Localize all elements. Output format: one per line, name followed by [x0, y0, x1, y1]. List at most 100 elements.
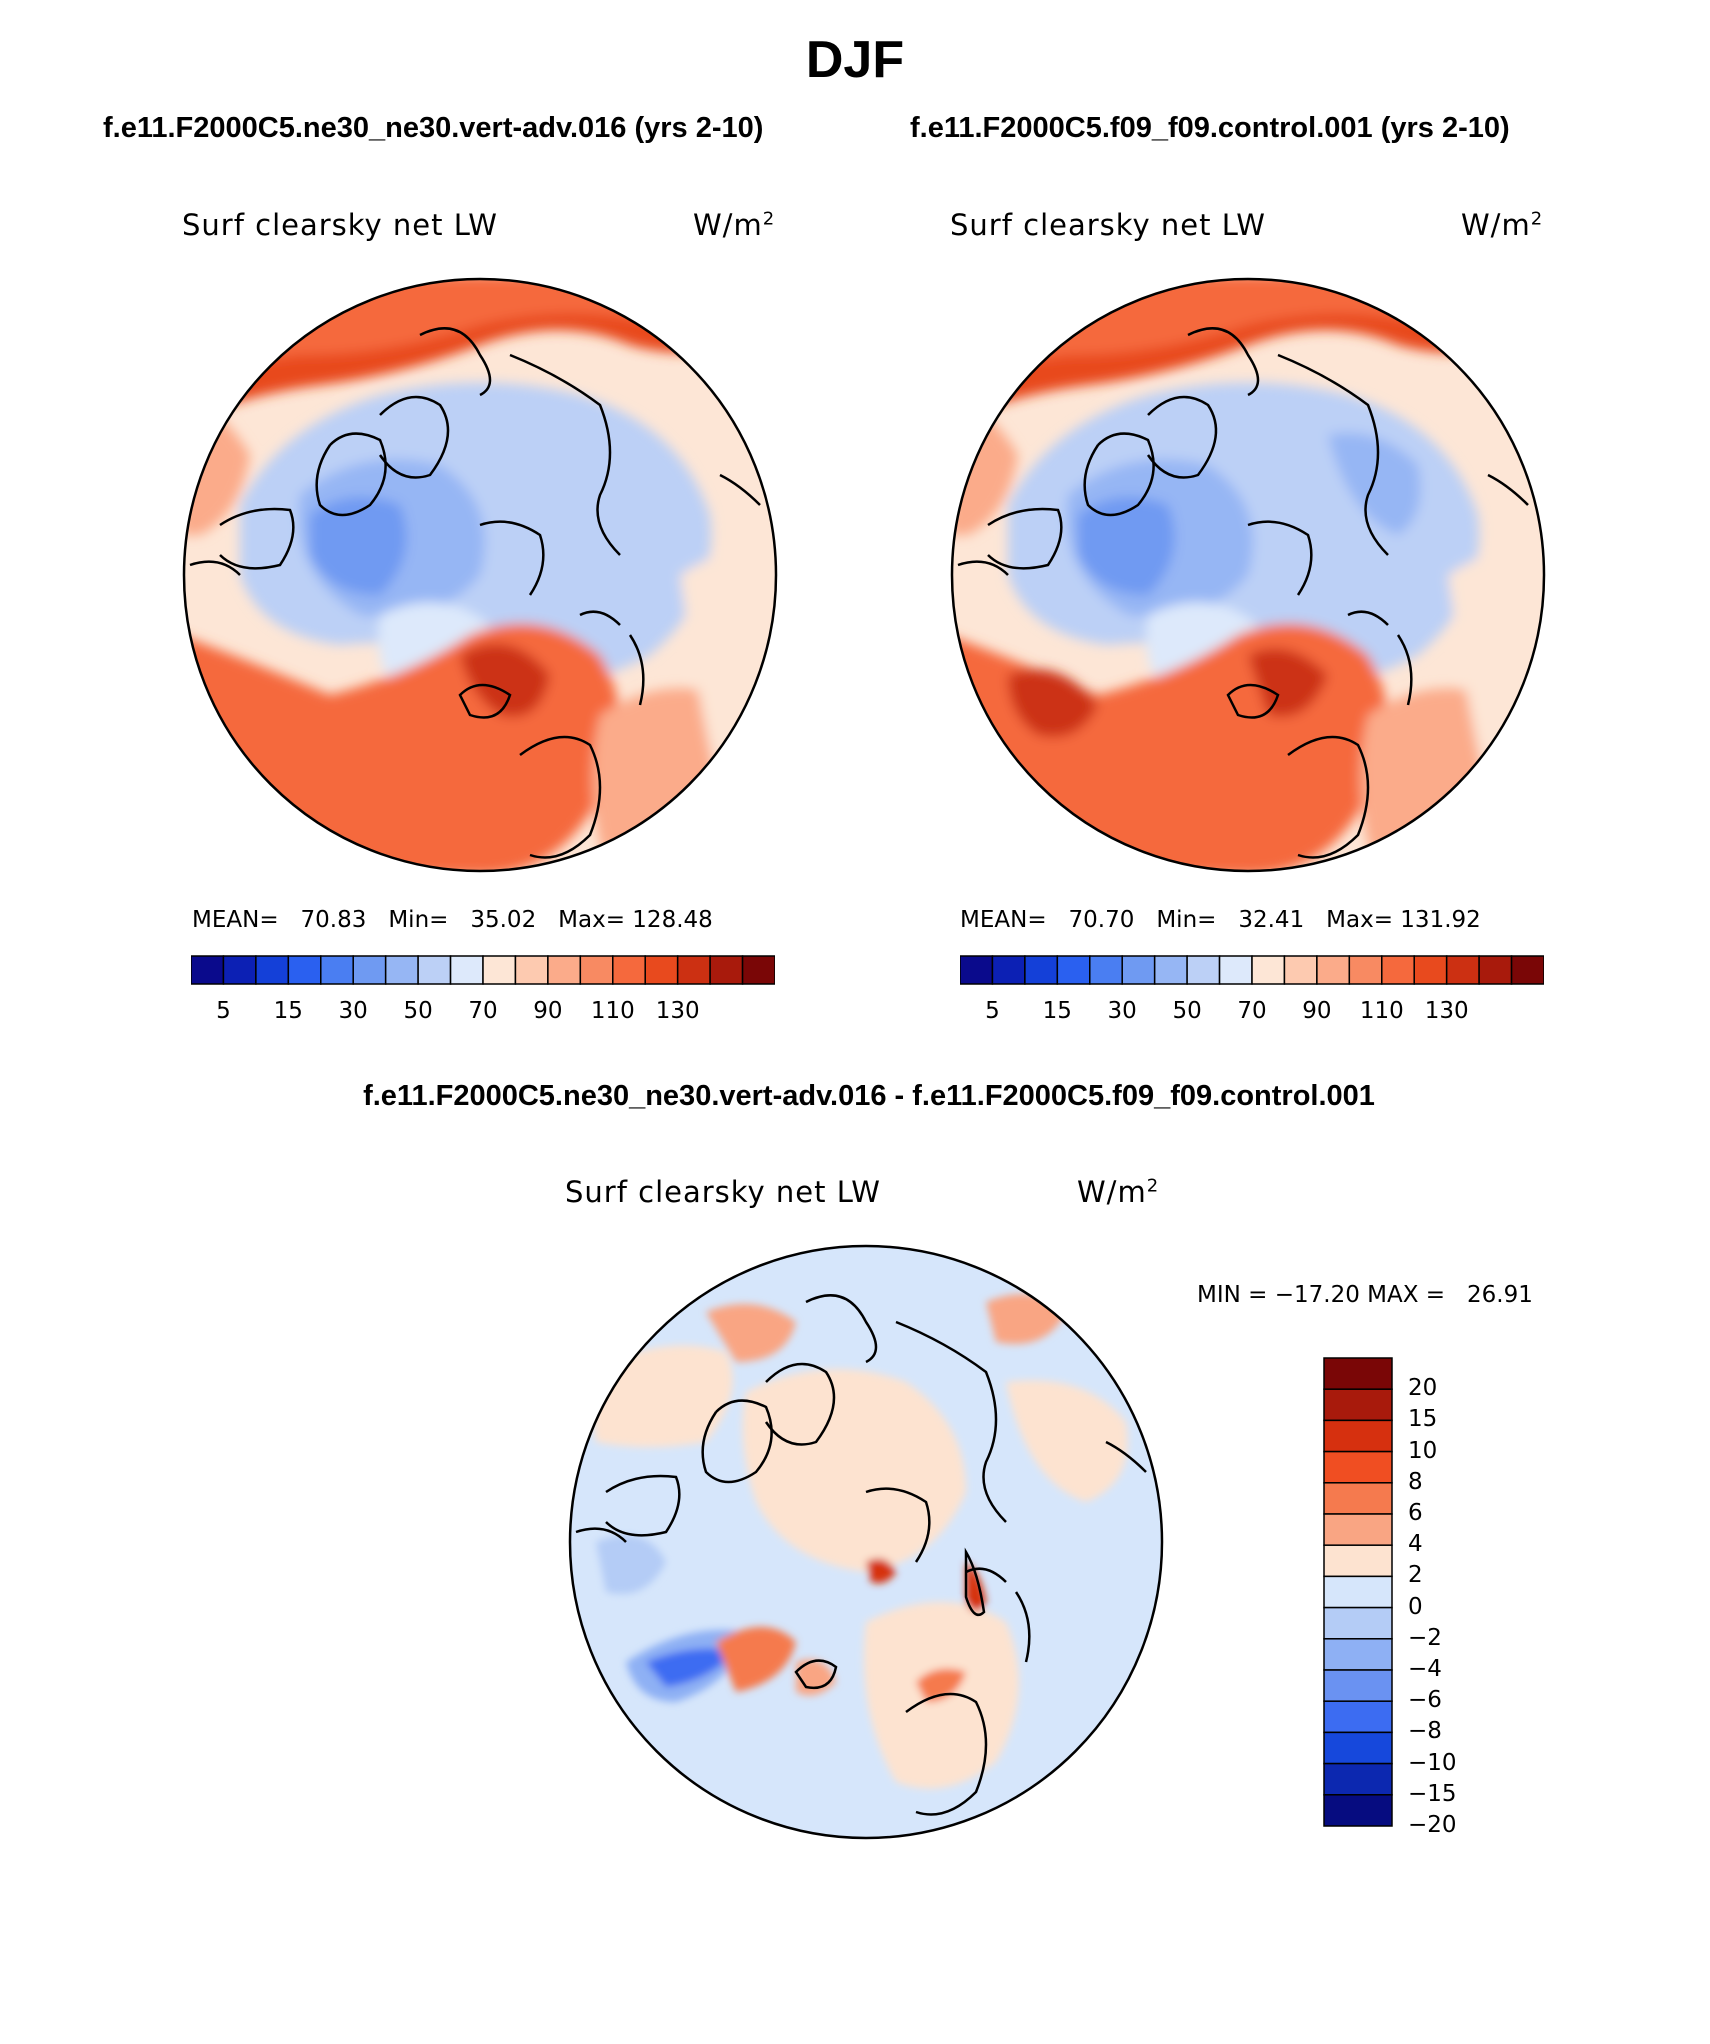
panel-1-stats: MEAN= 70.83 Min= 35.02 Max= 128.48: [192, 907, 713, 933]
colorbar-swatch: [222, 955, 257, 985]
colorbar-tick-label: −6: [1408, 1687, 1442, 1714]
colorbar-swatch: [579, 955, 614, 985]
colorbar-swatch: [1186, 955, 1221, 985]
colorbar-swatch: [1323, 1731, 1393, 1765]
panel-2-polar-map: [950, 277, 1546, 873]
colorbar-swatch: [1283, 955, 1318, 985]
colorbar-swatch: [1413, 955, 1448, 985]
diff-map-border: [568, 1244, 1164, 1840]
colorbar-tick-label: −4: [1408, 1656, 1442, 1682]
colorbar-swatch: [1381, 955, 1415, 985]
colorbar-tick-label: 70: [468, 998, 498, 1024]
panel-2-stats: MEAN= 70.70 Min= 32.41 Max= 131.92: [960, 907, 1481, 933]
colorbar-tick-label: −2: [1408, 1624, 1442, 1651]
colorbar-swatch: [1323, 1794, 1393, 1827]
colorbar-tick-label: 5: [985, 998, 1000, 1024]
colorbar-tick-label: 30: [1107, 998, 1137, 1024]
colorbar-swatch: [1323, 1482, 1393, 1515]
colorbar-swatch: [1121, 955, 1156, 985]
colorbar-swatch: [1323, 1388, 1393, 1422]
colorbar-swatch: [1323, 1450, 1393, 1484]
panel-2-case-title: f.e11.F2000C5.f09_f09.control.001 (yrs 2…: [910, 112, 1510, 144]
panel-1-units: W/m2: [693, 208, 776, 242]
panel-1-map-border: [182, 277, 778, 873]
colorbar-tick-label: 130: [655, 998, 700, 1024]
colorbar-tick-label: 15: [1042, 998, 1072, 1024]
colorbar-swatch: [1348, 955, 1383, 985]
colorbar-tick-label: 0: [1408, 1593, 1423, 1620]
colorbar-tick-label: 90: [533, 998, 563, 1024]
panel-1-colorbar: [191, 955, 775, 985]
colorbar-swatch: [320, 955, 354, 985]
colorbar-swatch: [417, 955, 452, 985]
colorbar-swatch: [676, 955, 711, 985]
colorbar-swatch: [1323, 1575, 1393, 1609]
colorbar-swatch: [1323, 1606, 1393, 1640]
colorbar-tick-label: 2: [1408, 1562, 1423, 1589]
colorbar-tick-label: 30: [338, 998, 368, 1024]
colorbar-swatch: [1024, 955, 1059, 985]
colorbar-swatch: [1056, 955, 1091, 985]
colorbar-tick-label: 6: [1408, 1500, 1423, 1526]
colorbar-swatch: [1323, 1513, 1393, 1546]
colorbar-swatch: [1251, 955, 1286, 985]
colorbar-swatch: [449, 955, 484, 985]
colorbar-swatch: [1510, 955, 1544, 985]
panel-2-colorbar-labels: 5 15 30 50 70 90 110 130: [960, 998, 1544, 1028]
panel-2-colorbar: [960, 955, 1544, 985]
colorbar-swatch: [1445, 955, 1480, 985]
colorbar-tick-label: −20: [1408, 1812, 1457, 1838]
colorbar-swatch: [1323, 1762, 1393, 1796]
colorbar-swatch: [1323, 1638, 1393, 1671]
colorbar-tick-label: 4: [1408, 1531, 1423, 1558]
colorbar-swatch: [384, 955, 419, 985]
colorbar-swatch: [1218, 955, 1253, 985]
panel-1-case-title: f.e11.F2000C5.ne30_ne30.vert-adv.016 (yr…: [103, 112, 764, 144]
diff-field: [570, 1246, 1162, 1838]
colorbar-tick-label: 10: [1408, 1437, 1438, 1464]
panel-2-variable-label: Surf clearsky net LW: [950, 208, 1266, 242]
colorbar-swatch: [1089, 955, 1123, 985]
colorbar-tick-label: 70: [1237, 998, 1267, 1024]
colorbar-swatch: [547, 955, 582, 985]
colorbar-tick-label: 90: [1302, 998, 1332, 1024]
panel-1-variable-label: Surf clearsky net LW: [182, 208, 498, 242]
colorbar-swatch: [482, 955, 517, 985]
colorbar-swatch: [191, 955, 225, 985]
panel-1-colorbar-labels: 5 15 30 50 70 90 110 130: [191, 998, 775, 1028]
colorbar-swatch: [1323, 1544, 1393, 1578]
colorbar-tick-label: −15: [1408, 1780, 1457, 1807]
panel-2-coastlines: [957, 327, 1529, 859]
colorbar-swatch: [1323, 1357, 1393, 1390]
colorbar-swatch: [991, 955, 1026, 985]
colorbar-swatch: [709, 955, 744, 985]
colorbar-tick-label: 8: [1408, 1468, 1423, 1495]
panel-1-polar-map: [182, 277, 778, 873]
colorbar-swatch: [287, 955, 322, 985]
diff-coastlines: [575, 1294, 1147, 1816]
diff-units: W/m2: [1077, 1175, 1160, 1209]
colorbar-swatch: [255, 955, 290, 985]
colorbar-tick-label: 50: [1172, 998, 1202, 1024]
colorbar-swatch: [1323, 1419, 1393, 1453]
colorbar-tick-label: 15: [1408, 1406, 1438, 1433]
colorbar-tick-label: 110: [1359, 998, 1404, 1024]
colorbar-swatch: [1316, 955, 1351, 985]
colorbar-swatch: [960, 955, 994, 985]
colorbar-tick-label: 20: [1408, 1375, 1438, 1402]
colorbar-tick-label: 5: [216, 998, 231, 1024]
colorbar-swatch: [1153, 955, 1188, 985]
diff-case-title: f.e11.F2000C5.ne30_ne30.vert-adv.016 - f…: [363, 1080, 1375, 1112]
diff-polar-map: [568, 1244, 1164, 1840]
colorbar-swatch: [1323, 1669, 1393, 1702]
colorbar-tick-label: 50: [403, 998, 433, 1024]
colorbar-swatch: [644, 955, 679, 985]
panel-2-map-border: [950, 277, 1546, 873]
panel-2-units: W/m2: [1461, 208, 1544, 242]
colorbar-swatch: [741, 955, 775, 985]
page-title: DJF: [805, 31, 905, 89]
diff-variable-label: Surf clearsky net LW: [565, 1175, 881, 1209]
colorbar-tick-label: −8: [1408, 1718, 1442, 1745]
colorbar-tick-label: 15: [273, 998, 303, 1024]
colorbar-swatch: [1323, 1700, 1393, 1734]
